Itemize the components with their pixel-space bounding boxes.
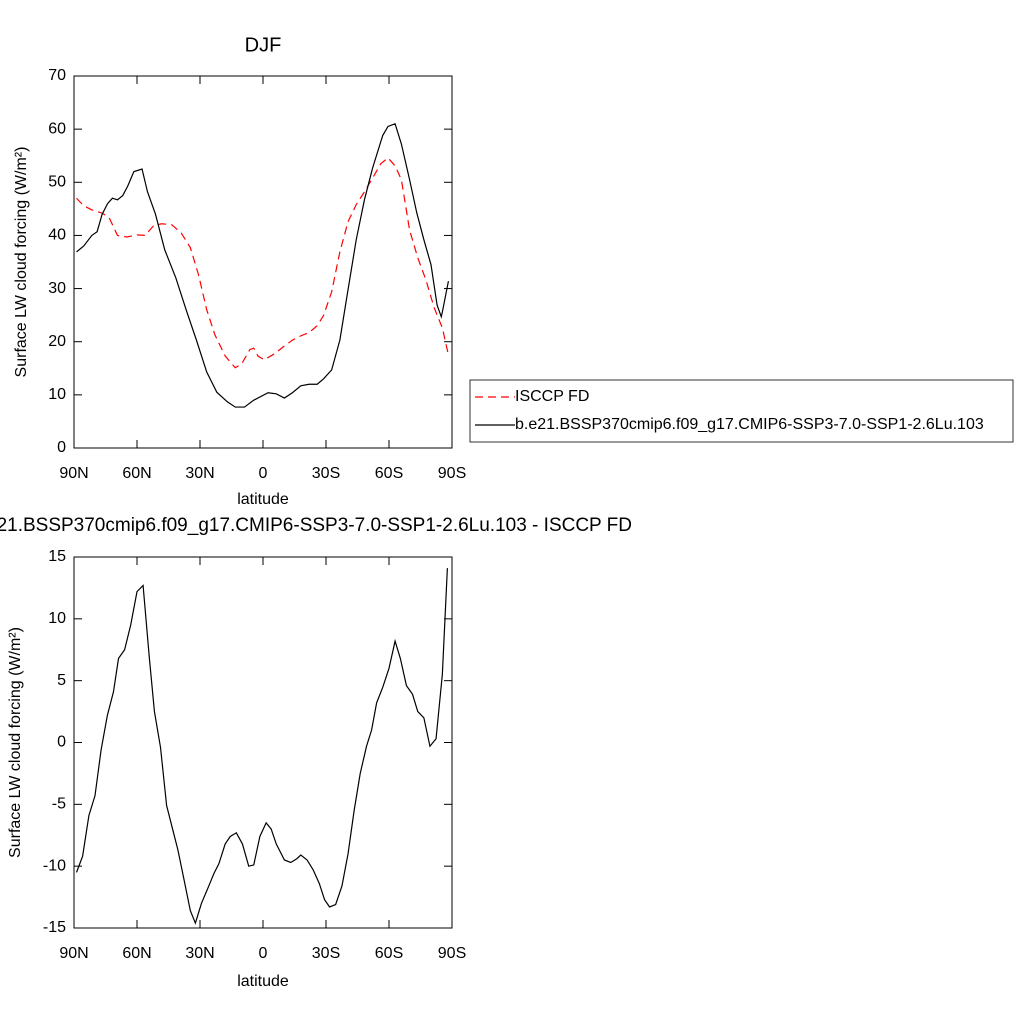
x-axis-label: latitude: [237, 973, 289, 990]
x-tick-label: 60N: [122, 945, 151, 962]
series-line: [76, 157, 450, 369]
x-tick-label: 30S: [312, 945, 340, 962]
y-tick-label: 70: [48, 67, 66, 84]
y-tick-label: 30: [48, 280, 66, 297]
y-tick-label: 0: [57, 439, 66, 456]
legend-box: [469, 379, 1014, 443]
series-line: [76, 123, 450, 408]
x-tick-label: 0: [259, 945, 268, 962]
x-tick-label: 90S: [438, 465, 466, 482]
x-tick-label: 30N: [185, 945, 214, 962]
legend-label: ISCCP FD: [515, 388, 589, 405]
x-axis-label: latitude: [237, 491, 289, 508]
chart-title: b.e21.BSSP370cmip6.f09_g17.CMIP6-SSP3-7.…: [0, 515, 632, 536]
y-axis-label: Surface LW cloud forcing (W/m²): [13, 147, 30, 378]
legend-label: b.e21.BSSP370cmip6.f09_g17.CMIP6-SSP3-7.…: [515, 416, 984, 433]
y-tick-label: 5: [57, 672, 66, 689]
y-tick-label: 20: [48, 333, 66, 350]
plot-frame: [73, 75, 453, 449]
y-tick-label: 50: [48, 174, 66, 191]
y-tick-label: 10: [48, 610, 66, 627]
x-tick-label: 30N: [185, 465, 214, 482]
y-tick-label: -5: [52, 796, 66, 813]
y-tick-label: 15: [48, 548, 66, 565]
x-tick-label: 60S: [375, 945, 403, 962]
series-line: [75, 568, 448, 925]
chart-title: DJF: [245, 34, 282, 56]
x-tick-label: 60S: [375, 465, 403, 482]
plot-frame: [73, 556, 453, 929]
x-tick-label: 90N: [59, 465, 88, 482]
y-tick-label: 60: [48, 120, 66, 137]
y-tick-label: 0: [57, 734, 66, 751]
x-tick-label: 90S: [438, 945, 466, 962]
y-axis-label: Surface LW cloud forcing (W/m²): [7, 627, 24, 858]
x-tick-label: 0: [259, 465, 268, 482]
x-tick-label: 90N: [59, 945, 88, 962]
y-tick-label: -15: [43, 919, 66, 936]
y-tick-label: 40: [48, 227, 66, 244]
y-tick-label: 10: [48, 386, 66, 403]
y-tick-label: -10: [43, 857, 66, 874]
x-tick-label: 60N: [122, 465, 151, 482]
x-tick-label: 30S: [312, 465, 340, 482]
